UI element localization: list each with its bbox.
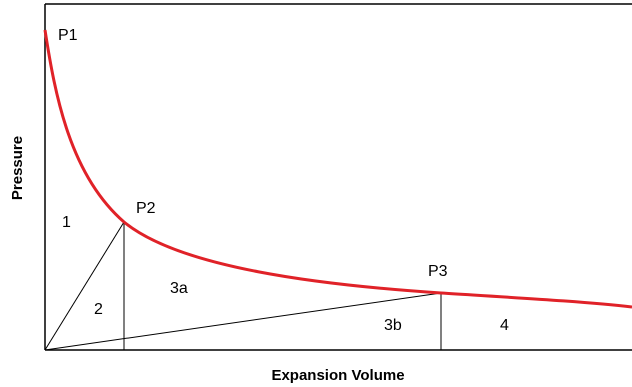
line-origin-to-p2 bbox=[44, 221, 125, 351]
region-label-1: 1 bbox=[62, 214, 71, 231]
pressure-curve bbox=[43, 29, 632, 309]
point-label-p3: P3 bbox=[428, 263, 448, 280]
point-label-p2: P2 bbox=[136, 200, 156, 217]
line-origin-to-p3 bbox=[44, 292, 442, 351]
point-label-p1: P1 bbox=[58, 27, 78, 44]
region-label-4: 4 bbox=[500, 317, 509, 334]
region-label-2: 2 bbox=[94, 301, 103, 318]
region-label-3a: 3a bbox=[170, 280, 188, 297]
y-axis-title: Pressure bbox=[9, 136, 26, 200]
region-label-3b: 3b bbox=[384, 317, 402, 334]
x-axis-title: Expansion Volume bbox=[271, 367, 404, 384]
